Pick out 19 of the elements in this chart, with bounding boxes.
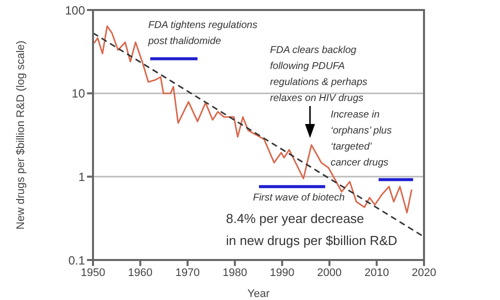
- y-tick-label: 100: [64, 3, 86, 18]
- x-tick-label: 1960: [128, 266, 153, 279]
- annotation: FDA clears backlog following PDUFA regulations & perhaps relaxes on HIV drugs: [270, 45, 368, 104]
- annotation: 8.4% per year decrease in new drugs per $billion R&D: [226, 211, 398, 248]
- y-tick-label: 10: [72, 86, 86, 101]
- y-tick-label: 1: [78, 170, 86, 184]
- series-label: FDA tightens regulations post thalidomide: [147, 20, 258, 47]
- series-label: First wave of biotech: [252, 192, 346, 204]
- x-tick-label: 2010: [364, 266, 389, 279]
- x-tick-label: 1950: [80, 266, 106, 279]
- x-tick-label: 1970: [175, 266, 200, 279]
- x-tick-label: 2020: [412, 266, 436, 279]
- series-label: Increase in ‘orphans’ plus ‘targeted’ cancer drugs: [330, 110, 392, 169]
- x-tick-label: 1990: [270, 266, 294, 279]
- x-tick-label: 1980: [222, 266, 248, 279]
- y-axis-title: New drugs per $billion R&D (log scale): [14, 40, 27, 230]
- y-tick-label: 0.1: [68, 253, 86, 268]
- x-tick-label: 2000: [317, 266, 342, 279]
- x-axis-title: Year: [247, 288, 270, 300]
